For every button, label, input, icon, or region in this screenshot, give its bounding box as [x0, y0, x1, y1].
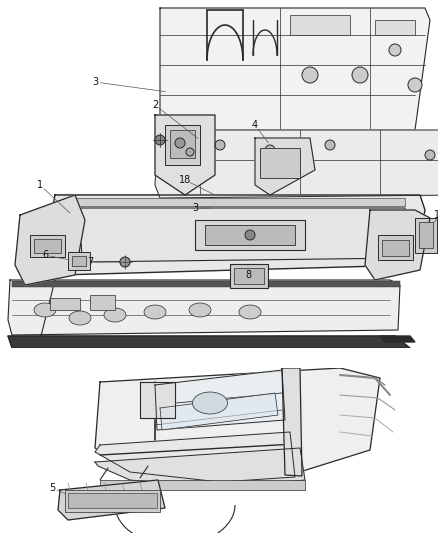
Polygon shape [160, 393, 278, 430]
Ellipse shape [69, 311, 91, 325]
Bar [378, 235, 413, 260]
Circle shape [325, 140, 335, 150]
Text: 4: 4 [252, 120, 258, 130]
Polygon shape [95, 368, 380, 480]
Polygon shape [8, 336, 410, 348]
Circle shape [352, 67, 368, 83]
Circle shape [302, 67, 318, 83]
Bar [234, 268, 264, 284]
Bar [34, 239, 61, 253]
Polygon shape [95, 448, 305, 488]
Text: 8: 8 [245, 270, 251, 280]
Circle shape [175, 138, 185, 148]
Bar [68, 493, 157, 508]
Polygon shape [282, 368, 302, 476]
Text: 13: 13 [434, 210, 438, 220]
Text: 3: 3 [92, 77, 98, 87]
Circle shape [186, 148, 194, 156]
Ellipse shape [144, 305, 166, 319]
Polygon shape [8, 280, 400, 335]
Polygon shape [160, 8, 430, 130]
Bar [170, 130, 195, 158]
Bar [419, 222, 433, 248]
Text: 2: 2 [152, 100, 158, 110]
Bar [260, 148, 300, 178]
Bar [12, 281, 400, 287]
Ellipse shape [104, 308, 126, 322]
Polygon shape [140, 382, 175, 418]
Text: 1: 1 [37, 180, 43, 190]
Text: 6: 6 [42, 250, 48, 260]
Polygon shape [155, 370, 285, 430]
Circle shape [245, 230, 255, 240]
Bar [195, 220, 305, 250]
Bar [30, 235, 65, 257]
Polygon shape [15, 195, 85, 285]
Bar [68, 252, 90, 270]
Bar [205, 225, 295, 245]
Bar [382, 240, 409, 256]
Polygon shape [365, 210, 430, 280]
Bar [65, 490, 160, 512]
Circle shape [120, 257, 130, 267]
Polygon shape [255, 138, 315, 195]
Circle shape [389, 44, 401, 56]
Text: 18: 18 [179, 175, 191, 185]
Circle shape [408, 78, 422, 92]
Circle shape [265, 145, 275, 155]
Ellipse shape [239, 305, 261, 319]
Bar [0, 348, 438, 368]
Polygon shape [95, 432, 295, 482]
Ellipse shape [34, 303, 56, 317]
Bar [375, 20, 415, 35]
Ellipse shape [192, 392, 227, 414]
Circle shape [215, 140, 225, 150]
Bar [230, 264, 268, 288]
Circle shape [425, 150, 435, 160]
Text: 7: 7 [87, 257, 93, 267]
Circle shape [155, 135, 165, 145]
Polygon shape [155, 115, 215, 195]
Polygon shape [155, 130, 438, 198]
Bar [290, 15, 350, 35]
Text: 5: 5 [49, 483, 55, 493]
Bar [90, 295, 115, 310]
Bar [415, 218, 437, 253]
Polygon shape [58, 480, 165, 520]
Bar [50, 298, 80, 310]
Bar [65, 198, 405, 206]
Ellipse shape [189, 303, 211, 317]
Polygon shape [380, 336, 415, 342]
Polygon shape [80, 208, 408, 262]
Bar [72, 256, 86, 266]
Bar [100, 480, 305, 490]
Text: 3: 3 [192, 203, 198, 213]
Polygon shape [45, 195, 425, 275]
Bar [165, 125, 200, 165]
